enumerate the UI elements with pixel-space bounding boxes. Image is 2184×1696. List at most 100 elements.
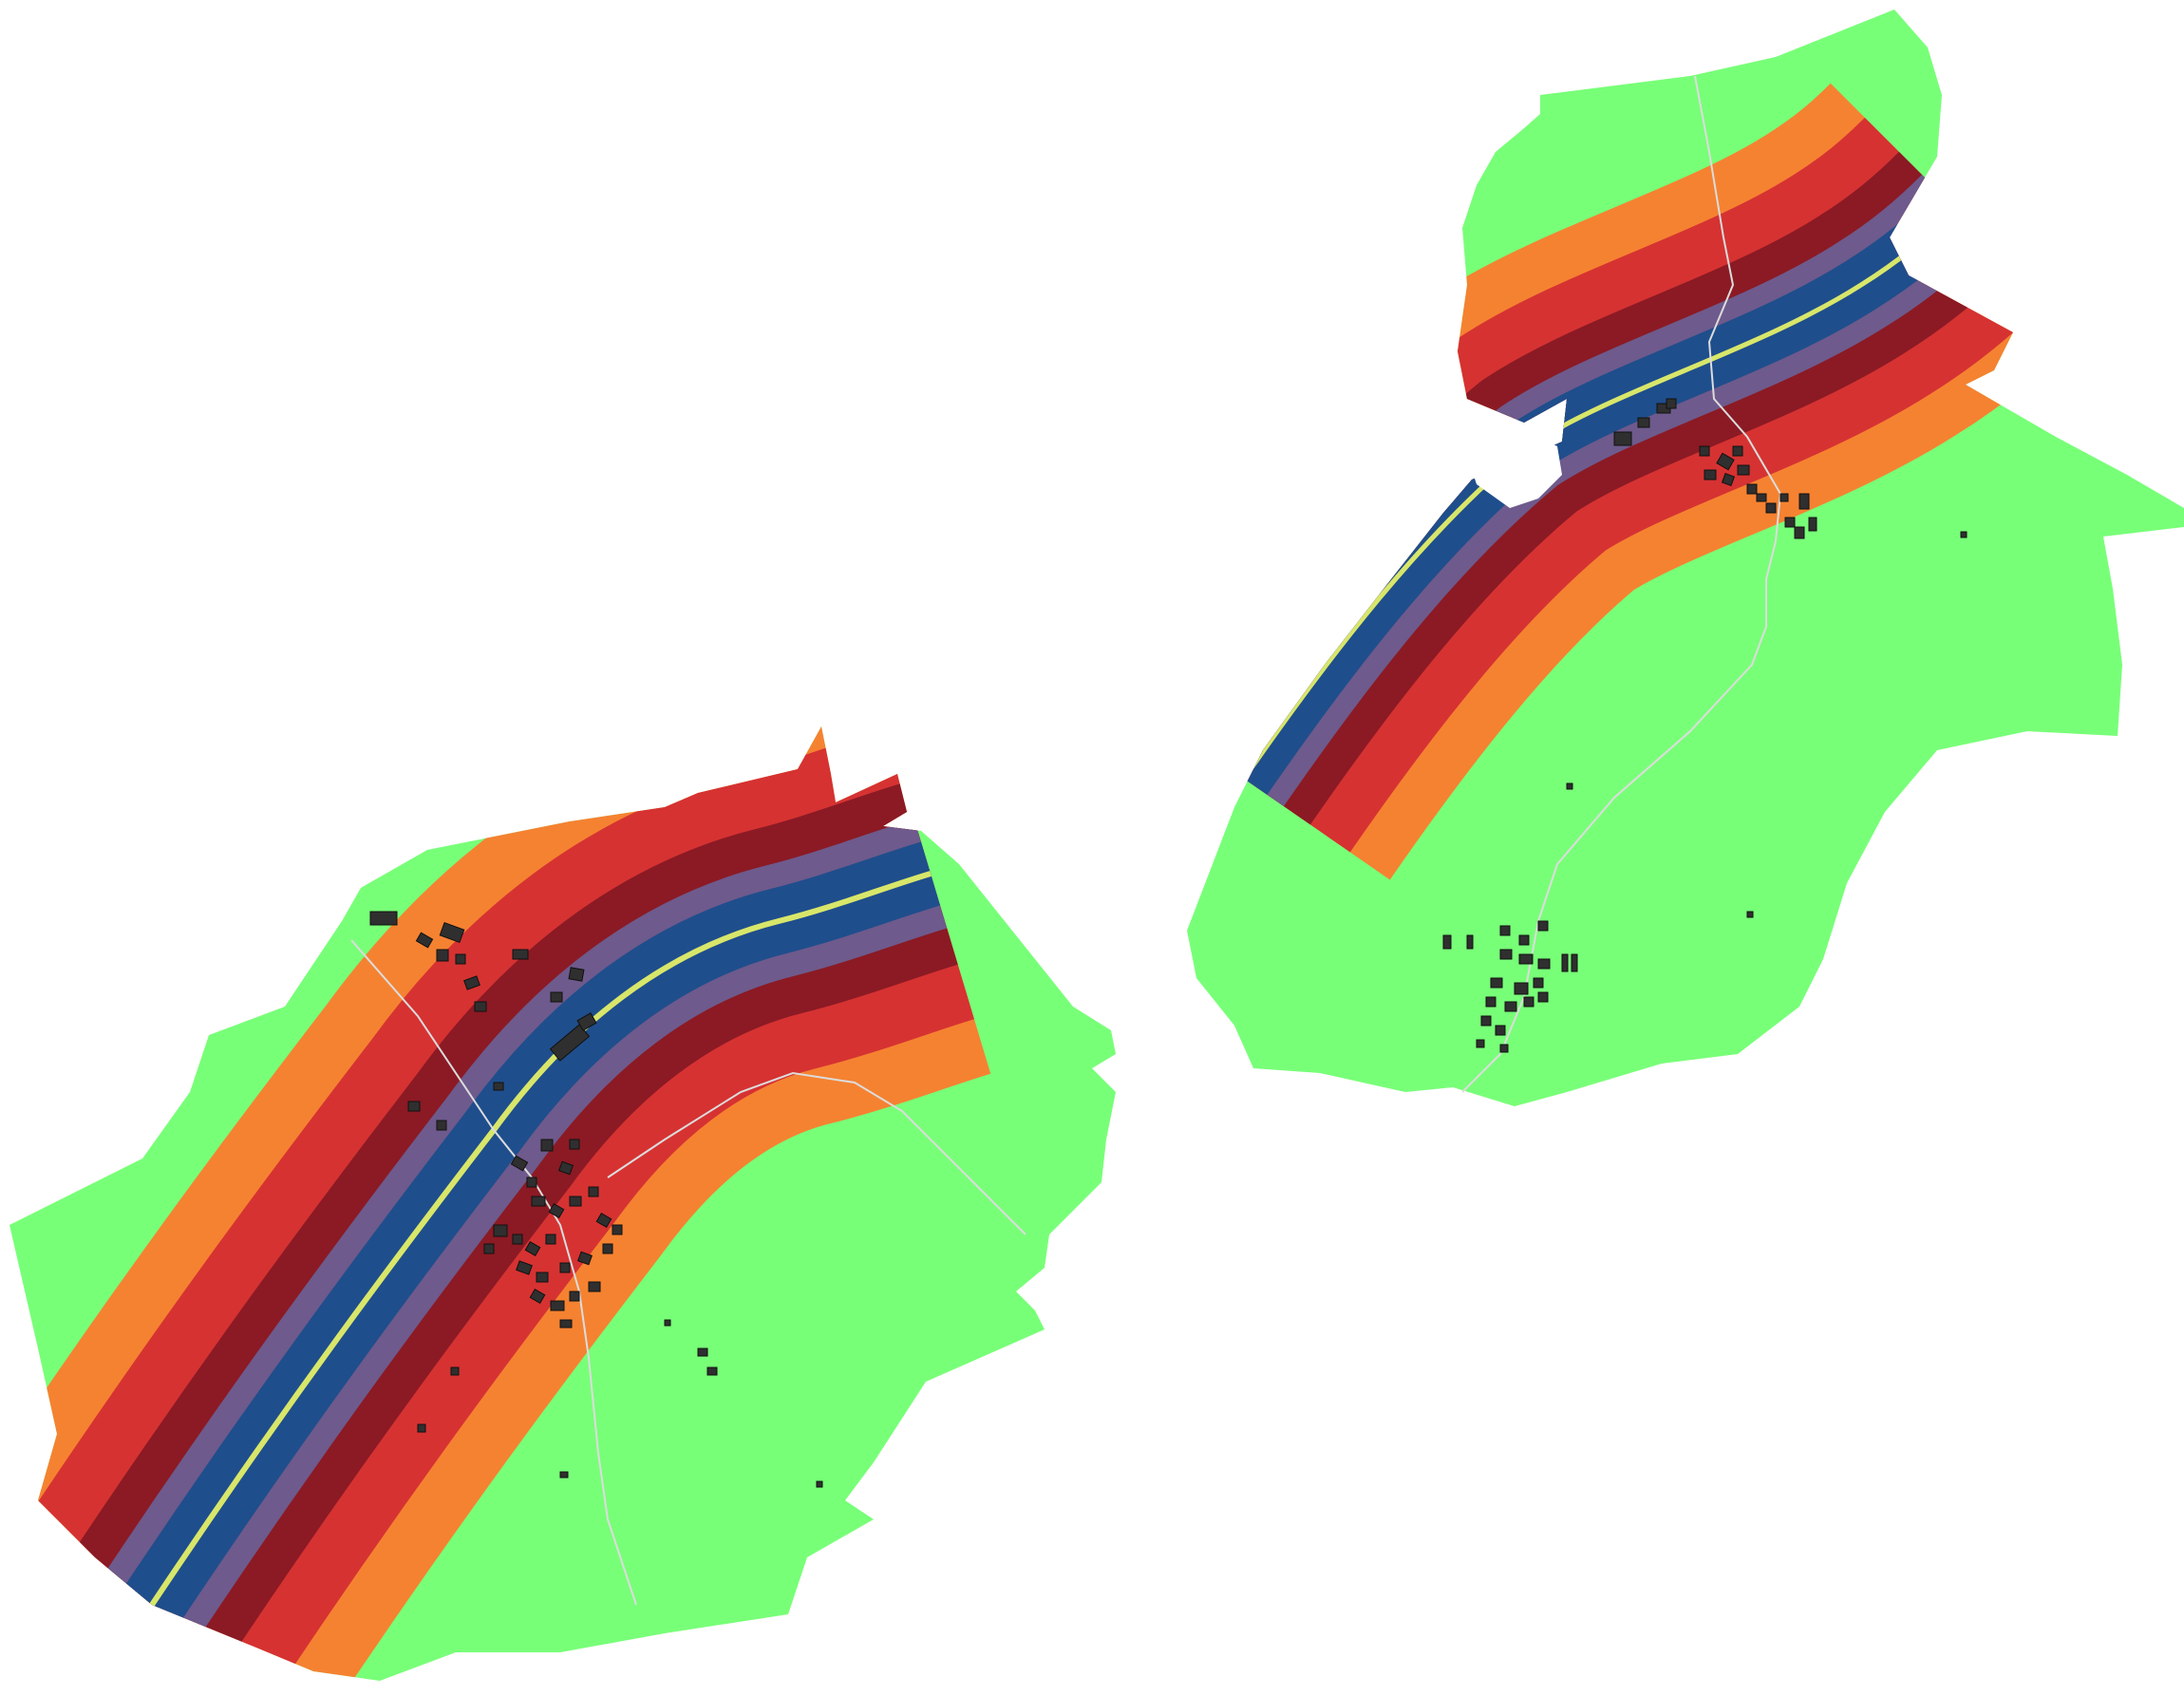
- building: [1721, 472, 1736, 487]
- building: [1485, 996, 1497, 1008]
- building: [1561, 953, 1569, 972]
- building: [697, 1347, 708, 1357]
- building: [493, 1224, 508, 1237]
- building: [1537, 920, 1549, 932]
- building: [1637, 417, 1650, 428]
- map-right: [1187, 9, 2184, 1106]
- building: [1523, 996, 1534, 1008]
- map-left: [9, 726, 1116, 1681]
- building: [549, 1024, 591, 1062]
- building: [1537, 991, 1549, 1003]
- minor-roads-left: [350, 939, 1026, 1606]
- building: [455, 953, 466, 965]
- building: [1798, 493, 1810, 510]
- building: [1784, 517, 1796, 528]
- building: [407, 1101, 421, 1112]
- building: [1737, 464, 1750, 476]
- building: [415, 932, 434, 949]
- building: [559, 1319, 573, 1329]
- building: [1613, 431, 1632, 446]
- buildings-left: [369, 911, 823, 1488]
- building: [516, 1260, 533, 1275]
- building: [588, 1186, 599, 1197]
- building: [1746, 911, 1754, 918]
- building: [1732, 445, 1743, 457]
- building: [483, 1243, 495, 1254]
- building: [1699, 445, 1710, 457]
- building: [1466, 934, 1474, 950]
- building: [1756, 493, 1767, 502]
- building: [588, 1281, 601, 1292]
- building: [1514, 982, 1529, 995]
- building: [559, 1262, 571, 1273]
- building: [450, 1366, 460, 1376]
- building: [664, 1319, 671, 1327]
- building: [1499, 1044, 1509, 1053]
- building: [1518, 934, 1530, 946]
- building: [550, 1300, 565, 1311]
- building: [816, 1480, 823, 1488]
- building: [612, 1224, 623, 1235]
- building: [493, 1082, 504, 1091]
- road-centerline: [149, 871, 932, 1607]
- building: [512, 1234, 523, 1245]
- building: [1571, 953, 1578, 972]
- building: [1704, 469, 1717, 481]
- building: [1666, 398, 1677, 409]
- building: [529, 1288, 546, 1305]
- building: [1499, 925, 1511, 936]
- building: [436, 1120, 447, 1131]
- building: [463, 975, 480, 990]
- buildings-right: [1442, 398, 1967, 1053]
- building: [568, 967, 585, 982]
- building: [510, 1155, 529, 1172]
- building: [569, 1291, 580, 1302]
- building: [1779, 493, 1789, 502]
- building: [439, 922, 465, 943]
- noise-bands-left: [9, 726, 992, 1681]
- building: [595, 1212, 612, 1229]
- building: [436, 949, 449, 962]
- building: [577, 1251, 593, 1266]
- building: [558, 1160, 574, 1176]
- building: [706, 1366, 718, 1376]
- building: [1794, 526, 1805, 539]
- noise-bands-right: [1187, 82, 2082, 880]
- road-centerline: [1241, 207, 1958, 781]
- building: [1504, 1001, 1517, 1012]
- building: [569, 1196, 582, 1207]
- building: [540, 1139, 554, 1152]
- building: [369, 911, 398, 926]
- building: [1765, 502, 1777, 514]
- building: [417, 1423, 426, 1433]
- minor-road: [607, 1071, 1026, 1235]
- building: [545, 1234, 556, 1245]
- building: [1495, 1025, 1506, 1036]
- building: [524, 1240, 541, 1257]
- building: [1960, 531, 1967, 538]
- building: [1499, 949, 1513, 960]
- building: [1537, 958, 1551, 970]
- building: [1490, 977, 1503, 989]
- building: [1533, 977, 1544, 989]
- building: [1566, 782, 1573, 790]
- minor-road: [350, 939, 637, 1606]
- building: [474, 1001, 487, 1012]
- building: [569, 1139, 580, 1150]
- building: [1476, 1039, 1485, 1048]
- building: [550, 991, 563, 1003]
- building: [1716, 452, 1735, 471]
- building: [526, 1177, 537, 1188]
- building: [1480, 1015, 1492, 1027]
- building: [548, 1202, 565, 1219]
- building: [559, 1471, 569, 1479]
- notch-cutout: [1462, 408, 1562, 508]
- building: [1746, 483, 1758, 495]
- building: [1808, 517, 1817, 532]
- building: [531, 1196, 546, 1207]
- building: [602, 1243, 613, 1254]
- building: [1518, 953, 1534, 965]
- building: [576, 1012, 597, 1031]
- building: [512, 949, 529, 960]
